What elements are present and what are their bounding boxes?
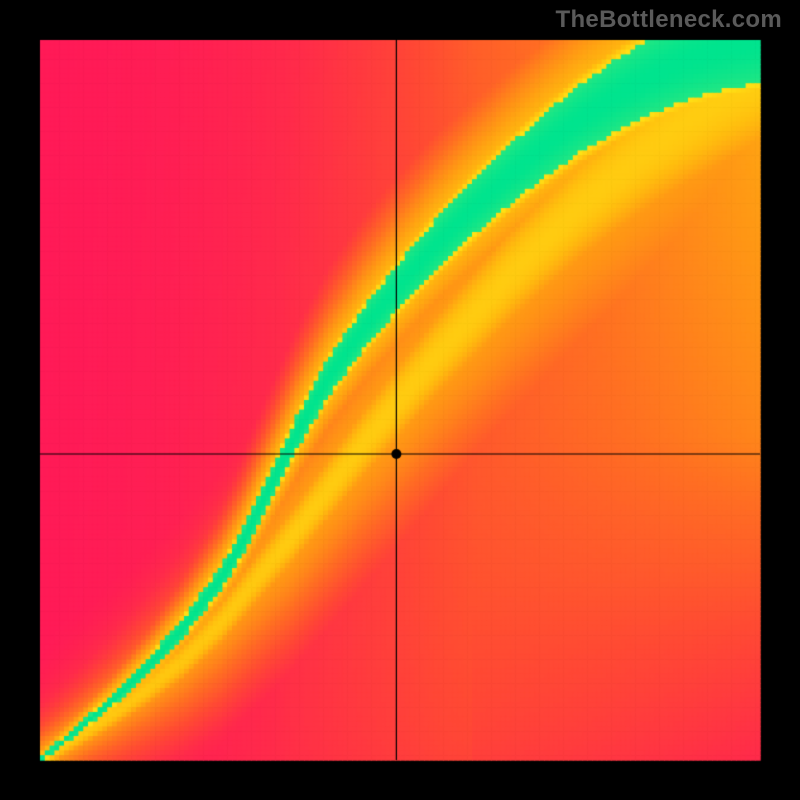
heatmap-canvas [0,0,800,800]
chart-container: TheBottleneck.com [0,0,800,800]
watermark-text: TheBottleneck.com [556,6,782,34]
